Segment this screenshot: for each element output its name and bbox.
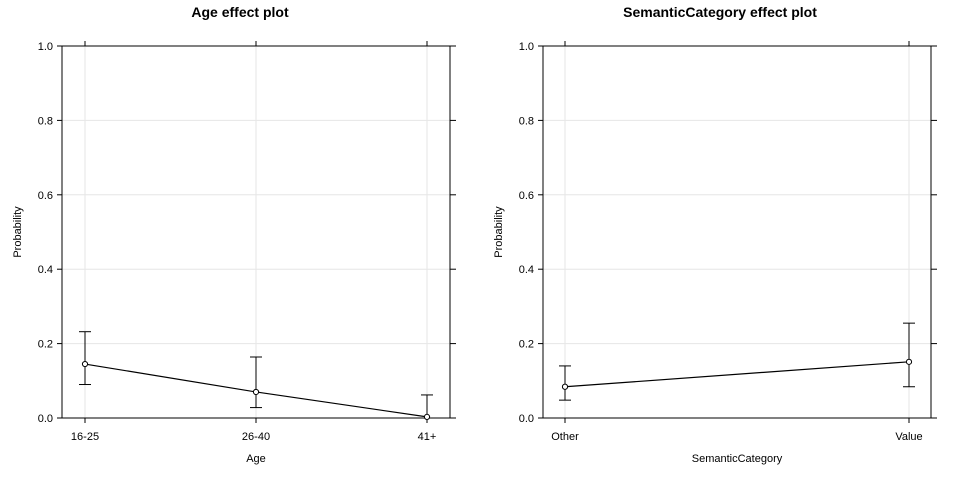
effect-line	[564, 361, 910, 388]
plot-frame	[542, 45, 932, 419]
x-tick-label: Other	[551, 431, 579, 443]
x-tick-label: 16-25	[71, 431, 99, 443]
data-point-16-25	[81, 360, 89, 368]
y-tick-label: 0.4	[519, 264, 534, 276]
x-axis-label: Age	[246, 453, 266, 465]
data-point-Value	[905, 358, 913, 365]
x-tick-label: 26-40	[242, 431, 270, 443]
y-tick-label: 0.4	[38, 264, 53, 276]
y-tick-label: 0.2	[38, 339, 53, 351]
y-tick-label: 0.8	[519, 115, 534, 127]
y-tick-label: 1.0	[38, 41, 53, 53]
plot-title: SemanticCategory effect plot	[623, 4, 817, 20]
data-point-Other	[561, 383, 569, 390]
y-tick-label: 0.6	[519, 190, 534, 202]
x-axis-label: SemanticCategory	[692, 453, 783, 465]
y-tick-label: 1.0	[519, 41, 534, 53]
y-tick-label: 0.2	[519, 339, 534, 351]
y-tick-label: 0.0	[38, 413, 53, 425]
x-tick-label: Value	[895, 431, 922, 443]
y-tick-label: 0.8	[38, 115, 53, 127]
y-tick-label: 0.6	[38, 190, 53, 202]
plot-title: Age effect plot	[191, 4, 289, 20]
effect-plot-2: 0.0 0.2 0.4 0.6 0.8 1.0 Other Value SemanticCate…	[493, 4, 937, 465]
y-tick-label: 0.0	[519, 413, 534, 425]
y-axis-label: Probability	[493, 206, 505, 258]
y-axis-label: Probability	[12, 206, 24, 258]
data-point-26-40	[252, 388, 260, 396]
effect-plot-1: 0.0 0.2 0.4 0.6 0.8 1.0 16-25 26-40 41+ Age effec…	[12, 4, 456, 465]
x-tick-label: 41+	[418, 431, 437, 443]
data-point-41+	[423, 413, 431, 420]
